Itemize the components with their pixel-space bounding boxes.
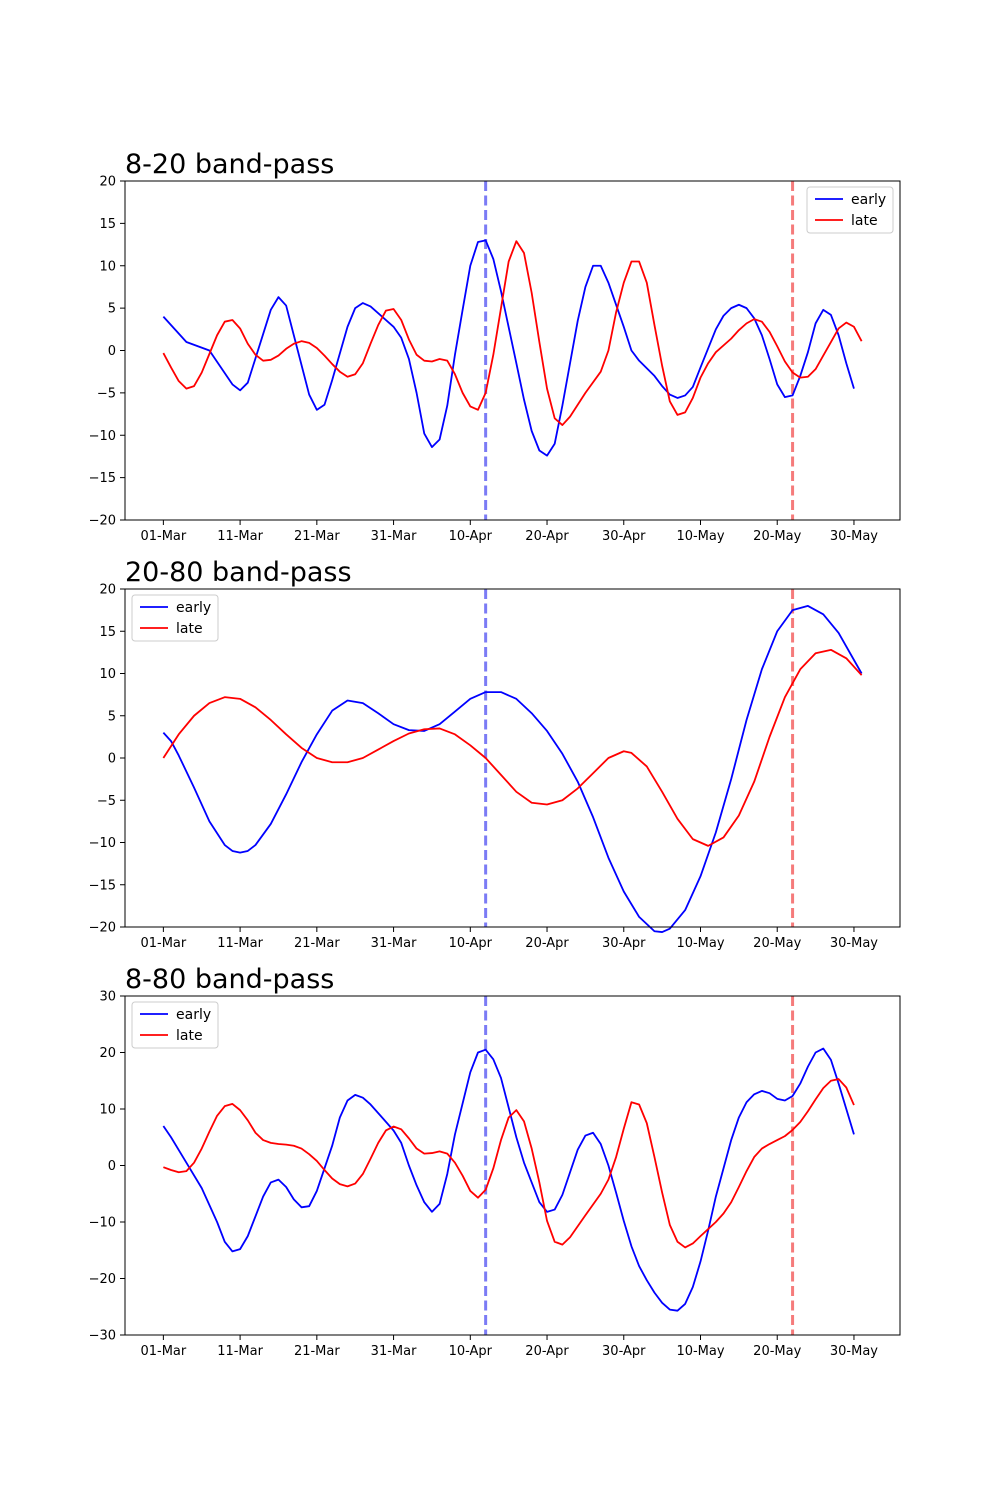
x-tick-label: 30-May (830, 1344, 878, 1359)
series-line-late (162, 648, 863, 847)
x-tick-label: 10-May (676, 529, 724, 544)
y-tick-label: 20 (99, 1046, 116, 1061)
x-tick-label: 21-Mar (294, 936, 340, 951)
legend-label-early: early (176, 600, 211, 616)
legend-label-late: late (176, 1028, 203, 1044)
x-tick-label: 11-Mar (217, 936, 263, 951)
y-tick-label: 30 (99, 990, 116, 1005)
y-tick-label: 5 (108, 709, 116, 724)
y-tick-label: 20 (99, 583, 116, 598)
x-tick-label: 01-Mar (140, 936, 186, 951)
y-tick-label: −15 (89, 878, 116, 893)
x-tick-label: 20-Apr (525, 936, 569, 951)
y-tick-label: 10 (99, 667, 116, 682)
panel-3: 8-80 band-pass −30 −20 −10 0 10 20 30 01-Mar 11-M… (89, 964, 901, 1359)
y-tick-label: −5 (97, 386, 116, 401)
y-tick-label: −10 (89, 1216, 116, 1231)
y-tick-label: −10 (89, 836, 116, 851)
panel-title: 8-20 band-pass (125, 149, 334, 180)
x-tick-label: 21-Mar (294, 529, 340, 544)
x-tick-label: 20-May (753, 936, 801, 951)
y-tick-label: 10 (99, 259, 116, 274)
x-tick-label: 31-Mar (371, 936, 417, 951)
panel-2: 20-80 band-pass −20 −15 −10 −5 0 5 10 15 20 01-Mar… (89, 557, 901, 951)
legend-label-early: early (851, 192, 886, 208)
panel-title: 8-80 band-pass (125, 964, 334, 995)
x-tick-label: 11-Mar (217, 1344, 263, 1359)
panel-title: 20-80 band-pass (125, 557, 352, 588)
y-tick-label: −20 (89, 921, 116, 936)
series-line-late (163, 1078, 855, 1249)
x-tick-label: 10-May (676, 1344, 724, 1359)
legend-label-late: late (851, 213, 878, 229)
x-tick-label: 10-Apr (449, 529, 493, 544)
x-tick-label: 20-May (753, 1344, 801, 1359)
legend: early late (806, 186, 894, 234)
y-tick-label: −15 (89, 471, 116, 486)
x-tick-label: 21-Mar (294, 1344, 340, 1359)
y-tick-label: −10 (89, 429, 116, 444)
x-tick-label: 01-Mar (140, 529, 186, 544)
x-tick-label: 30-May (830, 529, 878, 544)
series-line-late (162, 240, 863, 426)
series-line-early (162, 605, 863, 933)
y-tick-label: −20 (89, 514, 116, 529)
legend-label-late: late (176, 621, 203, 637)
legend: early late (131, 594, 219, 642)
x-tick-label: 31-Mar (371, 1344, 417, 1359)
legend: early late (131, 1001, 219, 1049)
panel-1: 8-20 band-pass −20 −15 −10 −5 0 5 10 15 20 01-Mar 1… (89, 149, 901, 544)
axes-frame (124, 995, 901, 1336)
y-tick-label: −5 (97, 794, 116, 809)
x-tick-label: 30-Apr (602, 936, 646, 951)
x-tick-label: 30-Apr (602, 1344, 646, 1359)
x-tick-label: 30-Apr (602, 529, 646, 544)
y-tick-label: −30 (89, 1329, 116, 1344)
y-tick-label: 0 (108, 344, 116, 359)
x-tick-label: 10-May (676, 936, 724, 951)
x-tick-label: 20-Apr (525, 1344, 569, 1359)
y-tick-label: 10 (99, 1103, 116, 1118)
series-line-early (162, 239, 855, 457)
x-tick-label: 20-May (753, 529, 801, 544)
y-tick-label: 15 (99, 625, 116, 640)
x-tick-label: 10-Apr (449, 1344, 493, 1359)
legend-label-early: early (176, 1007, 211, 1023)
y-tick-label: 5 (108, 302, 116, 317)
x-tick-label: 30-May (830, 936, 878, 951)
y-tick-label: 0 (108, 752, 116, 767)
x-tick-label: 01-Mar (140, 1344, 186, 1359)
x-tick-label: 31-Mar (371, 529, 417, 544)
x-tick-label: 20-Apr (525, 529, 569, 544)
axes-frame (124, 588, 901, 928)
y-tick-label: 0 (108, 1159, 116, 1174)
x-tick-label: 11-Mar (217, 529, 263, 544)
y-tick-label: 15 (99, 217, 116, 232)
y-tick-label: −20 (89, 1272, 116, 1287)
x-tick-label: 10-Apr (449, 936, 493, 951)
axes-frame (124, 180, 901, 521)
series-line-early (162, 1047, 855, 1312)
y-tick-label: 20 (99, 175, 116, 190)
